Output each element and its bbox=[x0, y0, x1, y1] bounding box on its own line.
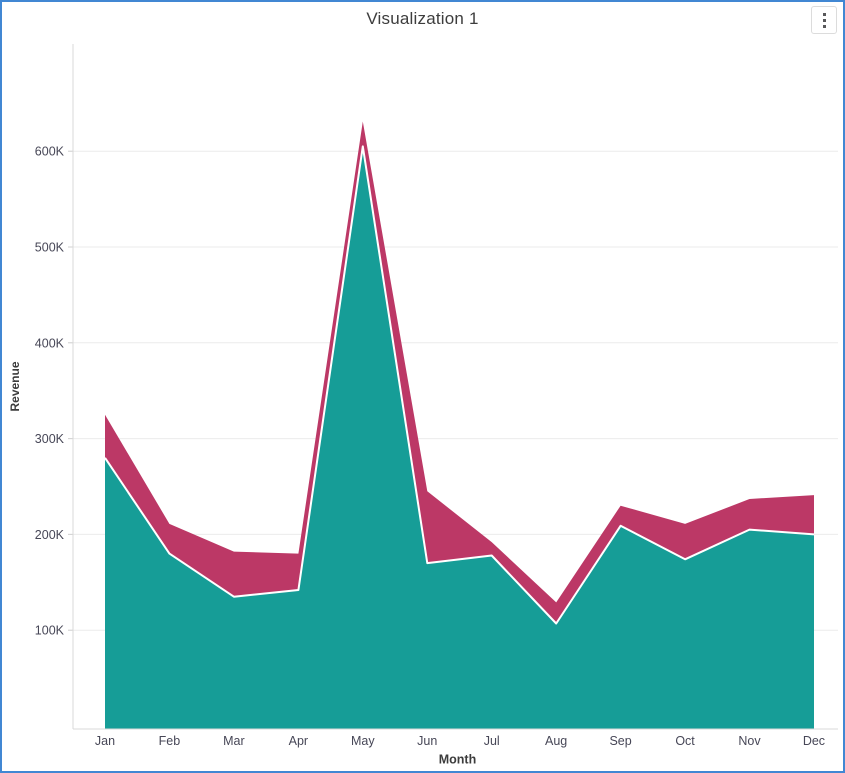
x-tick-label: Sep bbox=[609, 734, 631, 748]
x-tick-label: Jun bbox=[417, 734, 437, 748]
y-tick-label: 200K bbox=[35, 528, 65, 542]
y-axis-title: Revenue bbox=[8, 361, 22, 411]
x-tick-label: Mar bbox=[223, 734, 245, 748]
series-divider-line bbox=[104, 145, 815, 625]
y-tick-label: 300K bbox=[35, 432, 65, 446]
x-tick-label: Aug bbox=[545, 734, 567, 748]
x-tick-label: Dec bbox=[803, 734, 825, 748]
x-tick-label: Feb bbox=[159, 734, 181, 748]
area-series-1-teal[interactable] bbox=[105, 146, 814, 729]
y-tick-label: 500K bbox=[35, 241, 65, 255]
y-tick-label: 600K bbox=[35, 145, 65, 159]
chart-title: Visualization 1 bbox=[366, 9, 479, 28]
x-tick-label: Oct bbox=[675, 734, 695, 748]
x-axis-title: Month bbox=[439, 753, 476, 767]
x-tick-label: May bbox=[351, 734, 375, 748]
x-tick-label: Jan bbox=[95, 734, 115, 748]
menu-button[interactable] bbox=[811, 6, 837, 34]
y-tick-label: 100K bbox=[35, 624, 65, 638]
x-tick-label: Nov bbox=[738, 734, 761, 748]
kebab-menu-icon bbox=[822, 12, 826, 28]
x-tick-label: Apr bbox=[289, 734, 308, 748]
y-tick-label: 400K bbox=[35, 336, 65, 350]
x-tick-label: Jul bbox=[484, 734, 500, 748]
